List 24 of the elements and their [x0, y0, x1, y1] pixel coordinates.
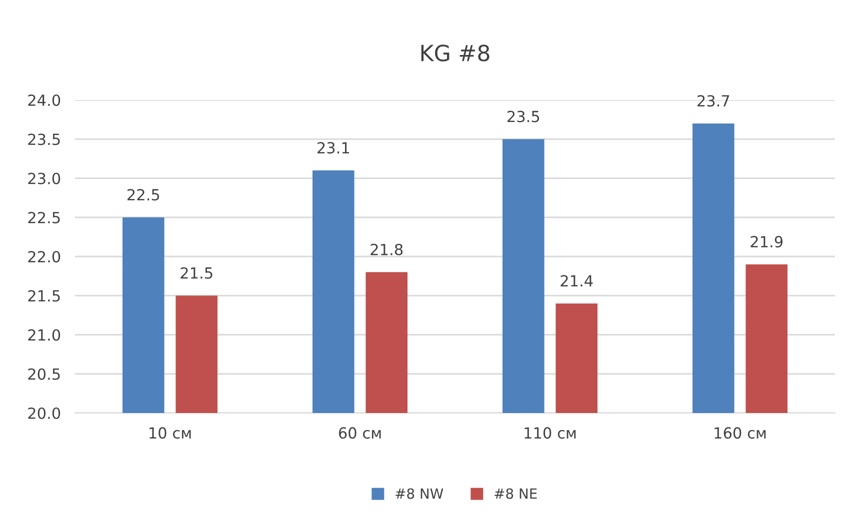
legend-label: #8 NE — [494, 488, 537, 499]
x-tick-label: 110 см — [524, 427, 576, 439]
x-tick-label: 60 см — [338, 427, 381, 439]
x-tick-label: 10 см — [150, 427, 191, 439]
y-tick-label: 23.0 — [28, 172, 60, 184]
y-tick-label: 22.5 — [28, 212, 60, 224]
legend-label: #8 NW — [396, 488, 444, 499]
y-tick-label: 20.0 — [28, 407, 60, 420]
data-label: 23.7 — [698, 95, 730, 107]
data-label: 21.5 — [180, 267, 212, 279]
data-label: 23.1 — [318, 142, 349, 154]
data-label: 23.5 — [508, 110, 540, 122]
y-tick-label: 24.0 — [28, 94, 60, 106]
y-tick-label: 21.0 — [28, 329, 60, 341]
data-label: 21.9 — [750, 236, 783, 248]
chart-title: KG #8 — [421, 44, 490, 62]
y-tick-label: 21.5 — [28, 290, 60, 302]
y-tick-label: 23.5 — [28, 134, 60, 146]
x-tick-label: 160 см — [714, 427, 766, 439]
y-tick-label: 20.5 — [28, 368, 60, 380]
data-label: 21.4 — [560, 275, 593, 286]
y-tick-label: 22.0 — [28, 250, 60, 263]
data-label: 21.8 — [370, 244, 403, 256]
data-label: 22.5 — [128, 188, 160, 201]
